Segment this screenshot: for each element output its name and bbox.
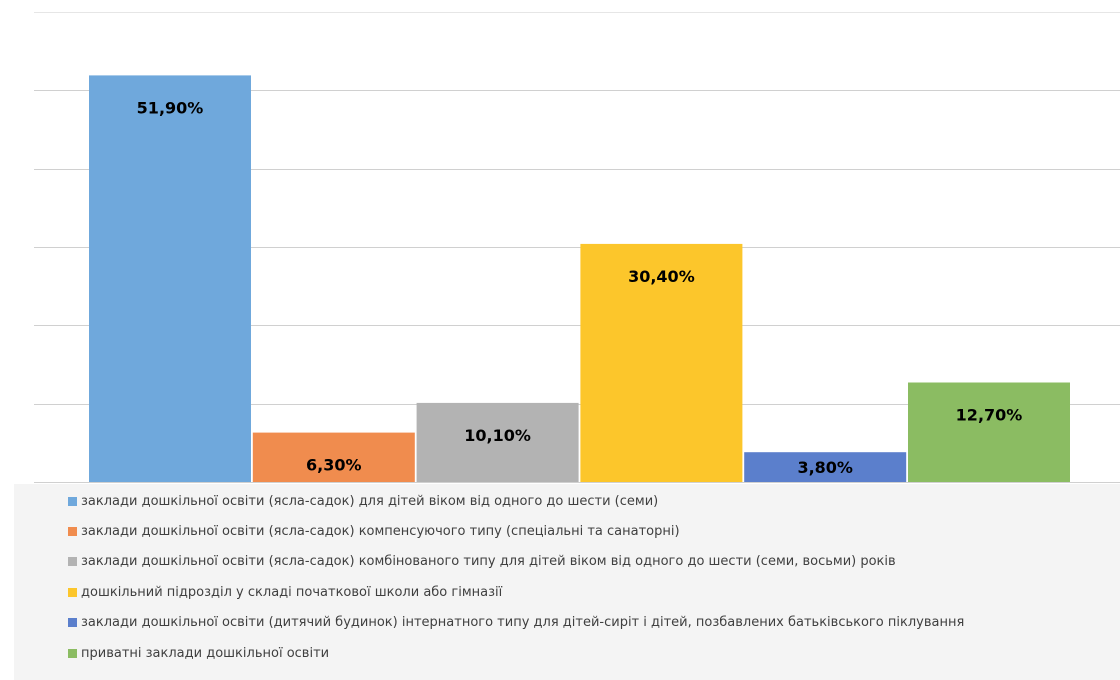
data-label-1: 51,90% [137,98,204,117]
legend-item: заклади дошкільної освіти (дитячий будин… [68,613,964,633]
legend-item: приватні заклади дошкільної освіти [68,643,329,663]
legend-swatch [68,526,77,536]
data-label-6: 12,70% [956,406,1023,425]
bar-3 [416,402,579,482]
legend-label: заклади дошкільної освіти (ясла-садок) к… [81,554,896,570]
legend-swatch [68,557,77,567]
bar-5 [744,452,907,482]
bar-6 [908,382,1070,482]
legend-item: заклади дошкільної освіти (ясла-садок) д… [68,491,658,511]
bar-4 [580,243,743,482]
legend: заклади дошкільної освіти (ясла-садок) д… [14,484,1120,680]
data-label-3: 10,10% [464,426,531,445]
legend-swatch [68,618,77,628]
bar-1 [89,75,251,483]
bar-2 [252,432,415,482]
legend-item: дошкільний підрозділ у складі початкової… [68,582,502,602]
legend-swatch [68,587,77,597]
data-label-4: 30,40% [628,267,695,286]
data-labels: 51,90% 6,30% 10,10% 30,40% 3,80% 12,70% [137,98,1023,477]
legend-label: заклади дошкільної освіти (ясла-садок) д… [81,493,659,509]
legend-label: заклади дошкільної освіти (ясла-садок) к… [81,523,680,539]
legend-label: приватні заклади дошкільної освіти [81,645,330,661]
bar-chart: 51,90% 6,30% 10,10% 30,40% 3,80% 12,70% [34,12,1120,483]
legend-swatch [68,496,77,506]
data-label-2: 6,30% [306,456,362,475]
legend-item: заклади дошкільної освіти (ясла-садок) к… [68,521,680,541]
data-label-5: 3,80% [797,458,853,477]
legend-item: заклади дошкільної освіти (ясла-садок) к… [68,552,896,572]
legend-label: дошкільний підрозділ у складі початкової… [81,584,503,600]
legend-swatch [68,648,77,658]
legend-label: заклади дошкільної освіти (дитячий будин… [81,615,965,631]
bars [89,75,1070,483]
